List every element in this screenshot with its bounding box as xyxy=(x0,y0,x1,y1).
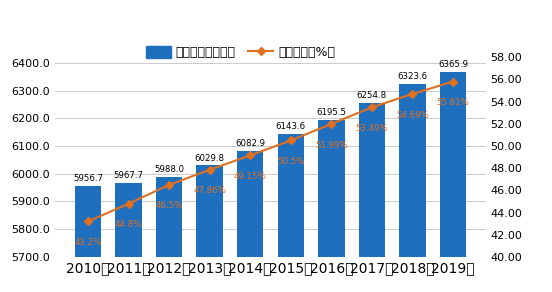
Text: 6365.9: 6365.9 xyxy=(438,60,468,69)
Text: 51.99%: 51.99% xyxy=(315,140,348,150)
Text: 6082.9: 6082.9 xyxy=(235,139,265,148)
Bar xyxy=(156,177,182,292)
Text: 46.5%: 46.5% xyxy=(156,201,183,211)
Bar xyxy=(75,186,101,292)
Text: 54.69%: 54.69% xyxy=(396,111,429,120)
Text: 43.2%: 43.2% xyxy=(75,238,102,247)
Text: 5988.0: 5988.0 xyxy=(154,165,184,174)
Text: 49.15%: 49.15% xyxy=(234,172,267,181)
Text: 6323.6: 6323.6 xyxy=(397,72,427,81)
Bar xyxy=(237,151,263,292)
Bar xyxy=(440,72,466,292)
Bar xyxy=(359,103,385,292)
Text: 53.49%: 53.49% xyxy=(355,124,388,133)
Text: 50.5%: 50.5% xyxy=(277,157,305,166)
Text: 6029.8: 6029.8 xyxy=(195,154,225,163)
Bar xyxy=(197,166,223,292)
Text: 6143.6: 6143.6 xyxy=(275,122,306,131)
Bar xyxy=(115,183,142,292)
Text: 6254.8: 6254.8 xyxy=(357,91,387,100)
Bar xyxy=(318,119,344,292)
Bar xyxy=(278,134,304,292)
Text: 6195.5: 6195.5 xyxy=(316,108,346,117)
Text: 5956.7: 5956.7 xyxy=(73,174,103,183)
Text: 5967.7: 5967.7 xyxy=(114,171,144,180)
Text: 44.8%: 44.8% xyxy=(115,220,142,229)
Text: 55.81%: 55.81% xyxy=(437,98,469,107)
Bar xyxy=(399,84,426,292)
Legend: 常住人口（万人）, 城镇化率（%）: 常住人口（万人）, 城镇化率（%） xyxy=(141,41,340,64)
Text: 47.86%: 47.86% xyxy=(193,186,226,195)
